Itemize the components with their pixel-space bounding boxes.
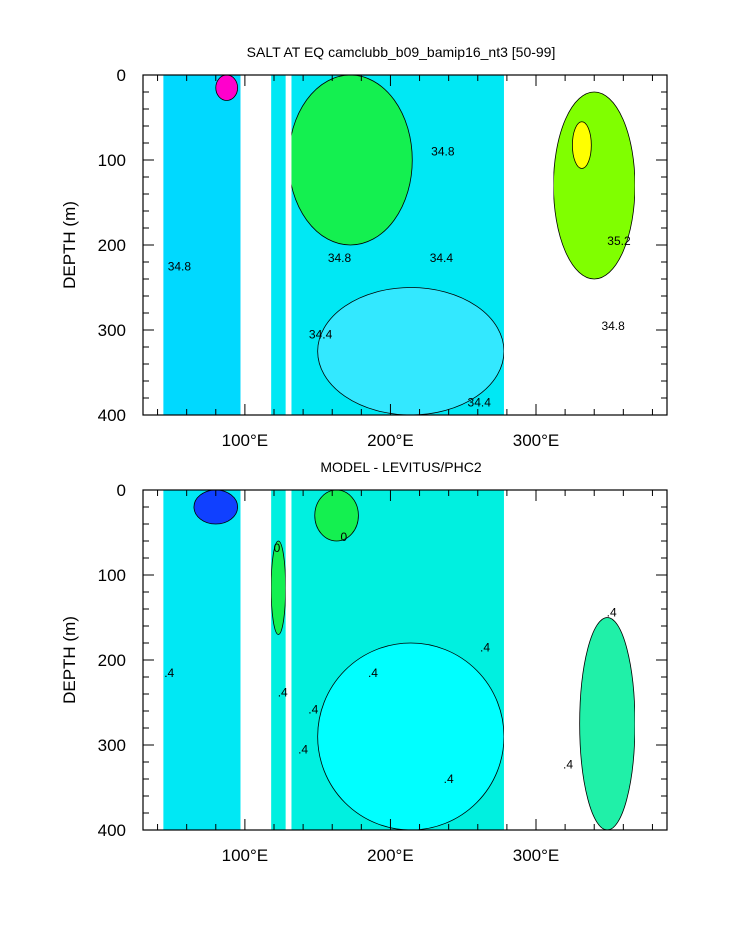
upper-y-axis-label: DEPTH (m) <box>60 201 79 289</box>
x-tick-label: 300°E <box>513 846 560 865</box>
x-tick-label: 100°E <box>222 431 269 450</box>
contour-label: .4 <box>444 772 454 786</box>
land-mask <box>240 75 272 415</box>
y-tick-label: 300 <box>98 736 126 755</box>
y-tick-label: 300 <box>98 321 126 340</box>
region-indian-ocean <box>163 490 241 830</box>
y-tick-label: 200 <box>98 651 126 670</box>
lower-y-axis-label: DEPTH (m) <box>60 616 79 704</box>
contour-label: 34.8 <box>601 319 625 333</box>
contour-label: 34.4 <box>430 251 454 265</box>
x-tick-label: 100°E <box>222 846 269 865</box>
y-tick-label: 100 <box>98 151 126 170</box>
x-tick-label: 200°E <box>367 431 414 450</box>
contour-label: .4 <box>563 758 573 772</box>
contour-label: 0 <box>274 541 281 555</box>
y-tick-label: 0 <box>117 481 126 500</box>
contour-label: .4 <box>278 685 288 699</box>
region-pacific-upper-high-salinity <box>288 75 413 246</box>
lower-panel-title: MODEL - LEVITUS/PHC2 <box>320 459 482 475</box>
y-tick-label: 400 <box>98 821 126 840</box>
y-tick-label: 200 <box>98 236 126 255</box>
region-atlantic-salinity-max <box>571 121 592 169</box>
plot-area: 0 0 .4 .4 .4 .4 .4 .4 .4 .4 .4 <box>163 490 667 830</box>
contour-label: 34.8 <box>328 251 352 265</box>
lower-difference-panel: MODEL - LEVITUS/PHC2 DEPTH (m) 0 0 .4 .4 .4.… <box>60 459 668 865</box>
region-indian-ocean <box>163 75 241 415</box>
x-tick-label: 200°E <box>367 846 414 865</box>
contour-label: 0 <box>341 530 348 544</box>
region-atlantic-high-salinity <box>553 91 636 280</box>
upper-salinity-panel: SALT AT EQ camclubb_b09_bamip16_nt3 [50-… <box>60 44 668 450</box>
contour-label: .4 <box>298 742 308 756</box>
land-mask <box>285 75 292 415</box>
contour-label: 34.8 <box>431 145 455 159</box>
y-tick-label: 100 <box>98 566 126 585</box>
contour-label: 34.8 <box>168 259 192 273</box>
region-indian-surface-fresh-core <box>193 490 239 525</box>
contour-label: .4 <box>607 605 617 619</box>
contour-label: 34.4 <box>309 327 333 341</box>
contour-label: 34.4 <box>468 395 492 409</box>
contour-label: .4 <box>480 640 490 654</box>
upper-panel-title: SALT AT EQ camclubb_b09_bamip16_nt3 [50-… <box>247 44 556 60</box>
contour-label: .4 <box>308 702 318 716</box>
y-tick-label: 0 <box>117 66 126 85</box>
region-pacific-lower-fresh <box>317 642 505 830</box>
land-mask <box>503 490 554 830</box>
land-mask <box>285 490 292 830</box>
contour-label: .4 <box>368 666 378 680</box>
land-mask <box>240 490 272 830</box>
contour-label: .4 <box>164 666 174 680</box>
plot-area: 34.8 34.8 34.8 34.4 34.4 35.2 34.8 34.4 <box>163 75 667 415</box>
contour-label: 35.2 <box>607 234 631 248</box>
region-pacific-western-salty <box>270 540 287 635</box>
region-atlantic-positive <box>579 617 636 830</box>
region-indian-surface-fresh-core <box>215 75 239 101</box>
land-mask <box>503 75 554 415</box>
x-tick-label: 300°E <box>513 431 560 450</box>
y-tick-label: 400 <box>98 406 126 425</box>
region-pacific-surface-salty <box>314 490 359 542</box>
